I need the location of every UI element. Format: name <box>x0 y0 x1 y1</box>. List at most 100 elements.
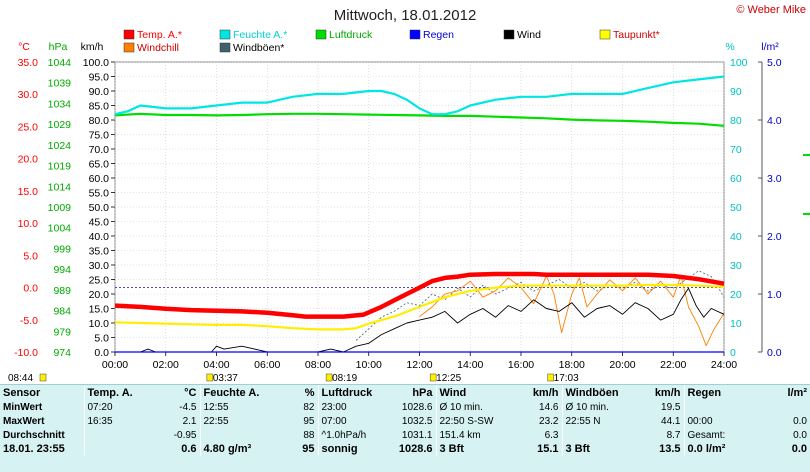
stats-cell: -4.5 <box>179 401 197 413</box>
stats-cell: 1028.6 <box>398 443 433 455</box>
stats-cell: 23.2 <box>539 415 559 427</box>
legend-swatch <box>503 29 515 40</box>
stats-cell: 07:20 <box>83 400 142 414</box>
stats-row: 18.01. 23:55 0.6 4.80 g/m³ 95 sonnig 1028.6 3 … <box>0 442 810 456</box>
sun-time-label: 08:44 <box>8 373 33 384</box>
pressure-tick-label: 979 <box>53 326 71 338</box>
stats-cell: 0.6 <box>181 443 197 455</box>
pressure-tick-label: 1044 <box>48 57 72 69</box>
rain-tick-label: 5.0 <box>767 57 782 69</box>
pressure-tick-label: 1039 <box>48 78 72 90</box>
stats-cell: 4.80 g/m³ <box>199 442 272 456</box>
stats-cell: 1031.1 <box>401 429 433 441</box>
pressure-tick-label: 974 <box>53 347 71 359</box>
stats-cell <box>83 442 142 456</box>
rain-axis-unit: l/m² <box>761 41 779 53</box>
humidity-tick-label: 30 <box>730 260 742 272</box>
stats-cell: 0.0 l/m² <box>683 442 754 456</box>
stats-header-cell: hPa <box>412 386 433 399</box>
legend-swatch <box>409 29 421 40</box>
stats-row: MinWert 07:20 -4.5 12:55 82 23:00 1028.6 Ø 10 m… <box>0 400 810 414</box>
stats-cell <box>83 428 142 442</box>
stats-cell <box>683 400 754 414</box>
rain-tick-label: 1.0 <box>767 289 782 301</box>
weather-chart: Mittwoch, 18.01.2012 Temp. A.* Feuchte A.*… <box>8 7 810 384</box>
stats-cell: Ø 10 min. <box>435 400 506 414</box>
stats-cell: MinWert <box>3 401 43 413</box>
stats-cell: 22:50 S-SW <box>435 414 506 428</box>
stats-cell: 95 <box>302 443 315 455</box>
legend-swatch <box>599 29 611 40</box>
humidity-tick-label: 60 <box>730 173 742 185</box>
stats-header-cell: Feuchte A. <box>199 385 272 400</box>
stats-cell: 6.3 <box>544 429 559 441</box>
stats-cell: ^1.0hPa/h <box>317 428 380 442</box>
stats-cell: 07:00 <box>317 414 380 428</box>
stats-cell: 14.6 <box>539 401 559 413</box>
temp-tick-label: 15.0 <box>18 186 39 198</box>
rain-tick-label: 4.0 <box>767 115 782 127</box>
stats-cell: Durchschnitt <box>3 429 65 441</box>
stats-row: Durchschnitt -0.95 88 ^1.0hPa/h 1031.1 151.4 … <box>0 428 810 442</box>
temp-tick-label: 25.0 <box>18 121 39 133</box>
wind-tick-label: 30.0 <box>89 260 110 272</box>
series-line-feuchtea <box>114 75 725 116</box>
temp-tick-label: -10.0 <box>14 347 38 359</box>
statistics-table: Sensor Temp. A. °C Feuchte A.% Luftdruck hPa W… <box>0 385 810 456</box>
humidity-tick-label: 100 <box>730 57 748 69</box>
sun-time-label: 12:25 <box>436 373 461 384</box>
temp-tick-label: 10.0 <box>18 218 39 230</box>
stats-row: MaxWert 16:35 2.1 22:55 95 07:00 1032.5 22:50 S… <box>0 414 810 428</box>
legend-swatch <box>315 29 327 40</box>
pressure-tick-label: 1019 <box>48 161 72 173</box>
humidity-tick-label: 0 <box>730 347 736 359</box>
stats-cell: 22:55 <box>199 414 272 428</box>
wind-tick-label: 65.0 <box>89 159 110 171</box>
temp-tick-label: -5.0 <box>20 315 38 327</box>
temp-tick-label: 30.0 <box>18 89 39 101</box>
wind-tick-label: 35.0 <box>89 246 110 258</box>
wind-tick-label: 40.0 <box>89 231 110 243</box>
wind-tick-label: 90.0 <box>89 86 110 98</box>
x-tick-label: 24:00 <box>711 359 737 371</box>
wind-tick-label: 55.0 <box>89 188 110 200</box>
stats-cell: 88 <box>303 429 315 441</box>
wind-tick-label: 0.0 <box>94 347 109 359</box>
humidity-tick-label: 90 <box>730 86 742 98</box>
legend-swatch <box>123 42 135 53</box>
wind-axis-unit: km/h <box>81 41 104 53</box>
stats-cell: 0.0 <box>793 415 807 427</box>
wind-tick-label: 95.0 <box>89 72 110 84</box>
stats-cell: 12:55 <box>199 400 272 414</box>
legend-label: Feuchte A.* <box>233 29 287 41</box>
wind-tick-label: 70.0 <box>89 144 110 156</box>
legend-label: Windböen* <box>233 42 284 54</box>
legend-label: Luftdruck <box>329 29 373 41</box>
stats-header-cell: % <box>304 386 315 399</box>
sun-marker <box>325 373 333 382</box>
x-tick-label: 18:00 <box>559 359 585 371</box>
temp-tick-label: 35.0 <box>18 57 39 69</box>
stats-header-row: Sensor Temp. A. °C Feuchte A.% Luftdruck hPa W… <box>0 385 810 400</box>
humidity-axis-unit: % <box>725 41 734 53</box>
x-tick-label: 06:00 <box>254 359 280 371</box>
pressure-tick-label: 1004 <box>48 223 72 235</box>
sun-marker <box>429 373 437 382</box>
pressure-tick-label: 1034 <box>48 98 72 110</box>
temp-tick-label: 20.0 <box>18 154 39 166</box>
wind-tick-label: 15.0 <box>89 304 110 316</box>
stats-cell: 82 <box>303 401 315 413</box>
stats-cell: 3 Bft <box>561 442 628 456</box>
x-tick-label: 12:00 <box>406 359 432 371</box>
stats-cell: 18.01. 23:55 <box>3 443 65 455</box>
legend-label: Regen <box>423 29 454 41</box>
x-tick-label: 16:00 <box>508 359 534 371</box>
stats-cell: 22:55 N <box>561 414 628 428</box>
temp-axis-unit: °C <box>18 41 30 53</box>
pressure-tick-label: 999 <box>53 243 71 255</box>
pressure-tick-label: 984 <box>53 306 71 318</box>
legend-swatch <box>219 42 231 53</box>
stats-cell: 15.1 <box>537 443 559 455</box>
pressure-tick-label: 994 <box>53 264 71 276</box>
stats-header-cell: Sensor <box>3 386 41 399</box>
